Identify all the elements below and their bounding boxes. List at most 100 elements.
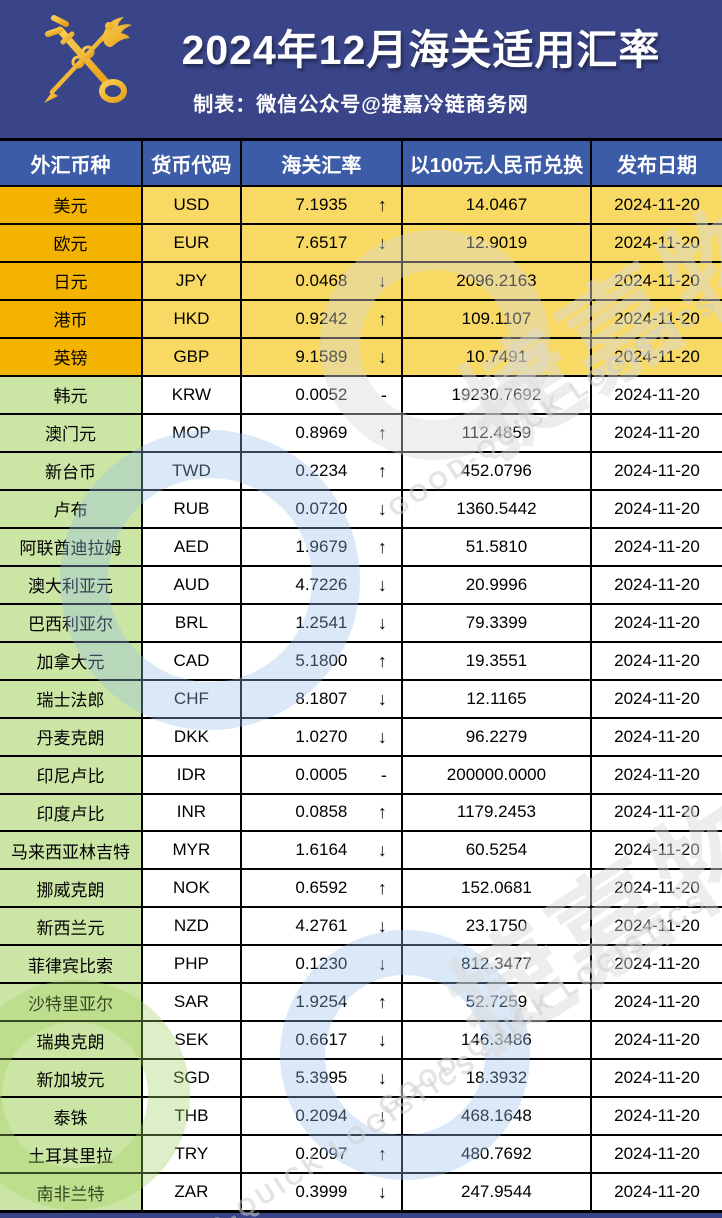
column-header-per100rmb: 以100元人民币兑换	[402, 141, 593, 185]
table-header-row: 外汇币种 货币代码 海关汇率 以100元人民币兑换 发布日期	[0, 141, 722, 187]
column-header-date: 发布日期	[592, 141, 722, 185]
currency-code: MYR	[142, 832, 242, 869]
currency-code: ZAR	[142, 1174, 242, 1211]
currency-code: BRL	[142, 604, 242, 641]
customs-rate: 1.6164 ↓	[241, 832, 403, 869]
currency-name: 印度卢比	[0, 794, 143, 831]
currency-code: AED	[142, 528, 242, 565]
column-header-currency: 外汇币种	[0, 141, 143, 185]
currency-code: RUB	[142, 490, 242, 527]
table-row-IDR: 印尼卢比 IDR 0.0005 -200000.0000 2024-11-20	[0, 756, 722, 795]
currency-name: 美元	[0, 187, 143, 223]
rate-value: 0.0858	[295, 802, 348, 822]
per-100-rmb-value: 23.1750	[402, 908, 593, 945]
publish-date: 2024-11-20	[592, 1022, 722, 1059]
rate-value: 0.0720	[295, 498, 348, 518]
currency-name: 澳大利亚元	[0, 566, 143, 603]
table-row-PHP: 菲律宾比索 PHP 0.1230 ↓ 812.3477 2024-11-20	[0, 946, 722, 985]
rate-value: 0.6592	[295, 878, 348, 898]
currency-name: 阿联酋迪拉姆	[0, 528, 143, 565]
currency-name: 韩元	[0, 376, 143, 413]
table-row-TRY: 土耳其里拉 TRY 0.2097 ↑ 480.7692 2024-11-20	[0, 1136, 722, 1175]
column-header-code: 货币代码	[142, 141, 242, 185]
rate-value: 0.8969	[295, 422, 348, 442]
table-row-AED: 阿联酋迪拉姆 AED 1.9679 ↑ 51.5810 2024-11-20	[0, 528, 722, 567]
currency-code: NZD	[142, 908, 242, 945]
per-100-rmb-value: 10.7491	[402, 338, 593, 375]
customs-rate: 0.0858 ↑	[241, 794, 403, 831]
customs-rate: 0.6592 ↑	[241, 870, 403, 907]
customs-rate: 8.1807 ↓	[241, 680, 403, 717]
publish-date: 2024-11-20	[592, 756, 722, 793]
currency-code: MOP	[142, 414, 242, 451]
currency-name: 印尼卢比	[0, 756, 143, 793]
currency-name: 巴西利亚尔	[0, 604, 143, 641]
currency-code: TWD	[142, 452, 242, 489]
publish-date: 2024-11-20	[592, 870, 722, 907]
customs-rate: 5.3995 ↓	[241, 1060, 403, 1097]
per-100-rmb-value: 247.9544	[402, 1174, 593, 1211]
publish-date: 2024-11-20	[592, 376, 722, 413]
publish-date: 2024-11-20	[592, 1098, 722, 1135]
customs-rate: 4.7226 ↓	[241, 566, 403, 603]
currency-code: SEK	[142, 1022, 242, 1059]
publish-date: 2024-11-20	[592, 262, 722, 299]
publish-date: 2024-11-20	[592, 1060, 722, 1097]
currency-code: PHP	[142, 946, 242, 983]
publish-date: 2024-11-20	[592, 187, 722, 223]
currency-code: CAD	[142, 642, 242, 679]
currency-code: HKD	[142, 300, 242, 337]
per-100-rmb-value: 51.5810	[402, 528, 593, 565]
trend-down-icon: ↓	[377, 1106, 387, 1127]
rate-value: 1.9254	[295, 992, 348, 1012]
table-row-EUR: 欧元 EUR 7.6517 ↓ 12.9019 2024-11-20	[0, 224, 722, 263]
per-100-rmb-value: 452.0796	[402, 452, 593, 489]
publish-date: 2024-11-20	[592, 566, 722, 603]
currency-code: SGD	[142, 1060, 242, 1097]
trend-down-icon: ↓	[377, 270, 387, 291]
publish-date: 2024-11-20	[592, 718, 722, 755]
customs-rate: 0.1230 ↓	[241, 946, 403, 983]
customs-rate: 0.0005 -	[241, 756, 403, 793]
trend-up-icon: ↑	[377, 422, 387, 443]
publish-date: 2024-11-20	[592, 300, 722, 337]
per-100-rmb-value: 480.7692	[402, 1136, 593, 1173]
table-row-SGD: 新加坡元 SGD 5.3995 ↓ 18.3932 2024-11-20	[0, 1060, 722, 1099]
table-row-SAR: 沙特里亚尔 SAR 1.9254 ↑ 52.7259 2024-11-20	[0, 984, 722, 1023]
trend-up-icon: ↑	[377, 194, 387, 215]
per-100-rmb-value: 12.1165	[402, 680, 593, 717]
currency-name: 土耳其里拉	[0, 1136, 143, 1173]
rate-value: 5.1800	[295, 650, 348, 670]
trend-down-icon: ↓	[377, 232, 387, 253]
per-100-rmb-value: 109.1107	[402, 300, 593, 337]
customs-rate: 1.9254 ↑	[241, 984, 403, 1021]
publish-date: 2024-11-20	[592, 490, 722, 527]
currency-name: 瑞典克朗	[0, 1022, 143, 1059]
table-row-SEK: 瑞典克朗 SEK 0.6617 ↓ 146.3486 2024-11-20	[0, 1022, 722, 1061]
table-body: 美元 USD 7.1935 ↑ 14.0467 2024-11-20 欧元 EUR 7.6517…	[0, 187, 722, 1211]
customs-rate: 0.0720 ↓	[241, 490, 403, 527]
currency-code: AUD	[142, 566, 242, 603]
table-row-HKD: 港币 HKD 0.9242 ↑ 109.1107 2024-11-20	[0, 300, 722, 339]
rate-value: 1.6164	[295, 840, 348, 860]
trend-up-icon: ↑	[377, 802, 387, 823]
currency-name: 加拿大元	[0, 642, 143, 679]
currency-name: 欧元	[0, 224, 143, 261]
table-row-THB: 泰铢 THB 0.2094 ↓ 468.1648 2024-11-20	[0, 1098, 722, 1137]
publish-date: 2024-11-20	[592, 224, 722, 261]
rate-value: 7.1935	[295, 194, 348, 214]
currency-code: SAR	[142, 984, 242, 1021]
customs-rate: 0.9242 ↑	[241, 300, 403, 337]
customs-rate: 0.2094 ↓	[241, 1098, 403, 1135]
rate-value: 0.2234	[295, 460, 348, 480]
customs-rate: 0.8969 ↑	[241, 414, 403, 451]
per-100-rmb-value: 200000.0000	[402, 756, 593, 793]
trend-up-icon: ↑	[377, 536, 387, 557]
currency-code: IDR	[142, 756, 242, 793]
per-100-rmb-value: 52.7259	[402, 984, 593, 1021]
per-100-rmb-value: 60.5254	[402, 832, 593, 869]
customs-emblem-icon	[44, 15, 132, 103]
customs-rate: 0.2097 ↑	[241, 1136, 403, 1173]
customs-rate: 5.1800 ↑	[241, 642, 403, 679]
currency-name: 日元	[0, 262, 143, 299]
